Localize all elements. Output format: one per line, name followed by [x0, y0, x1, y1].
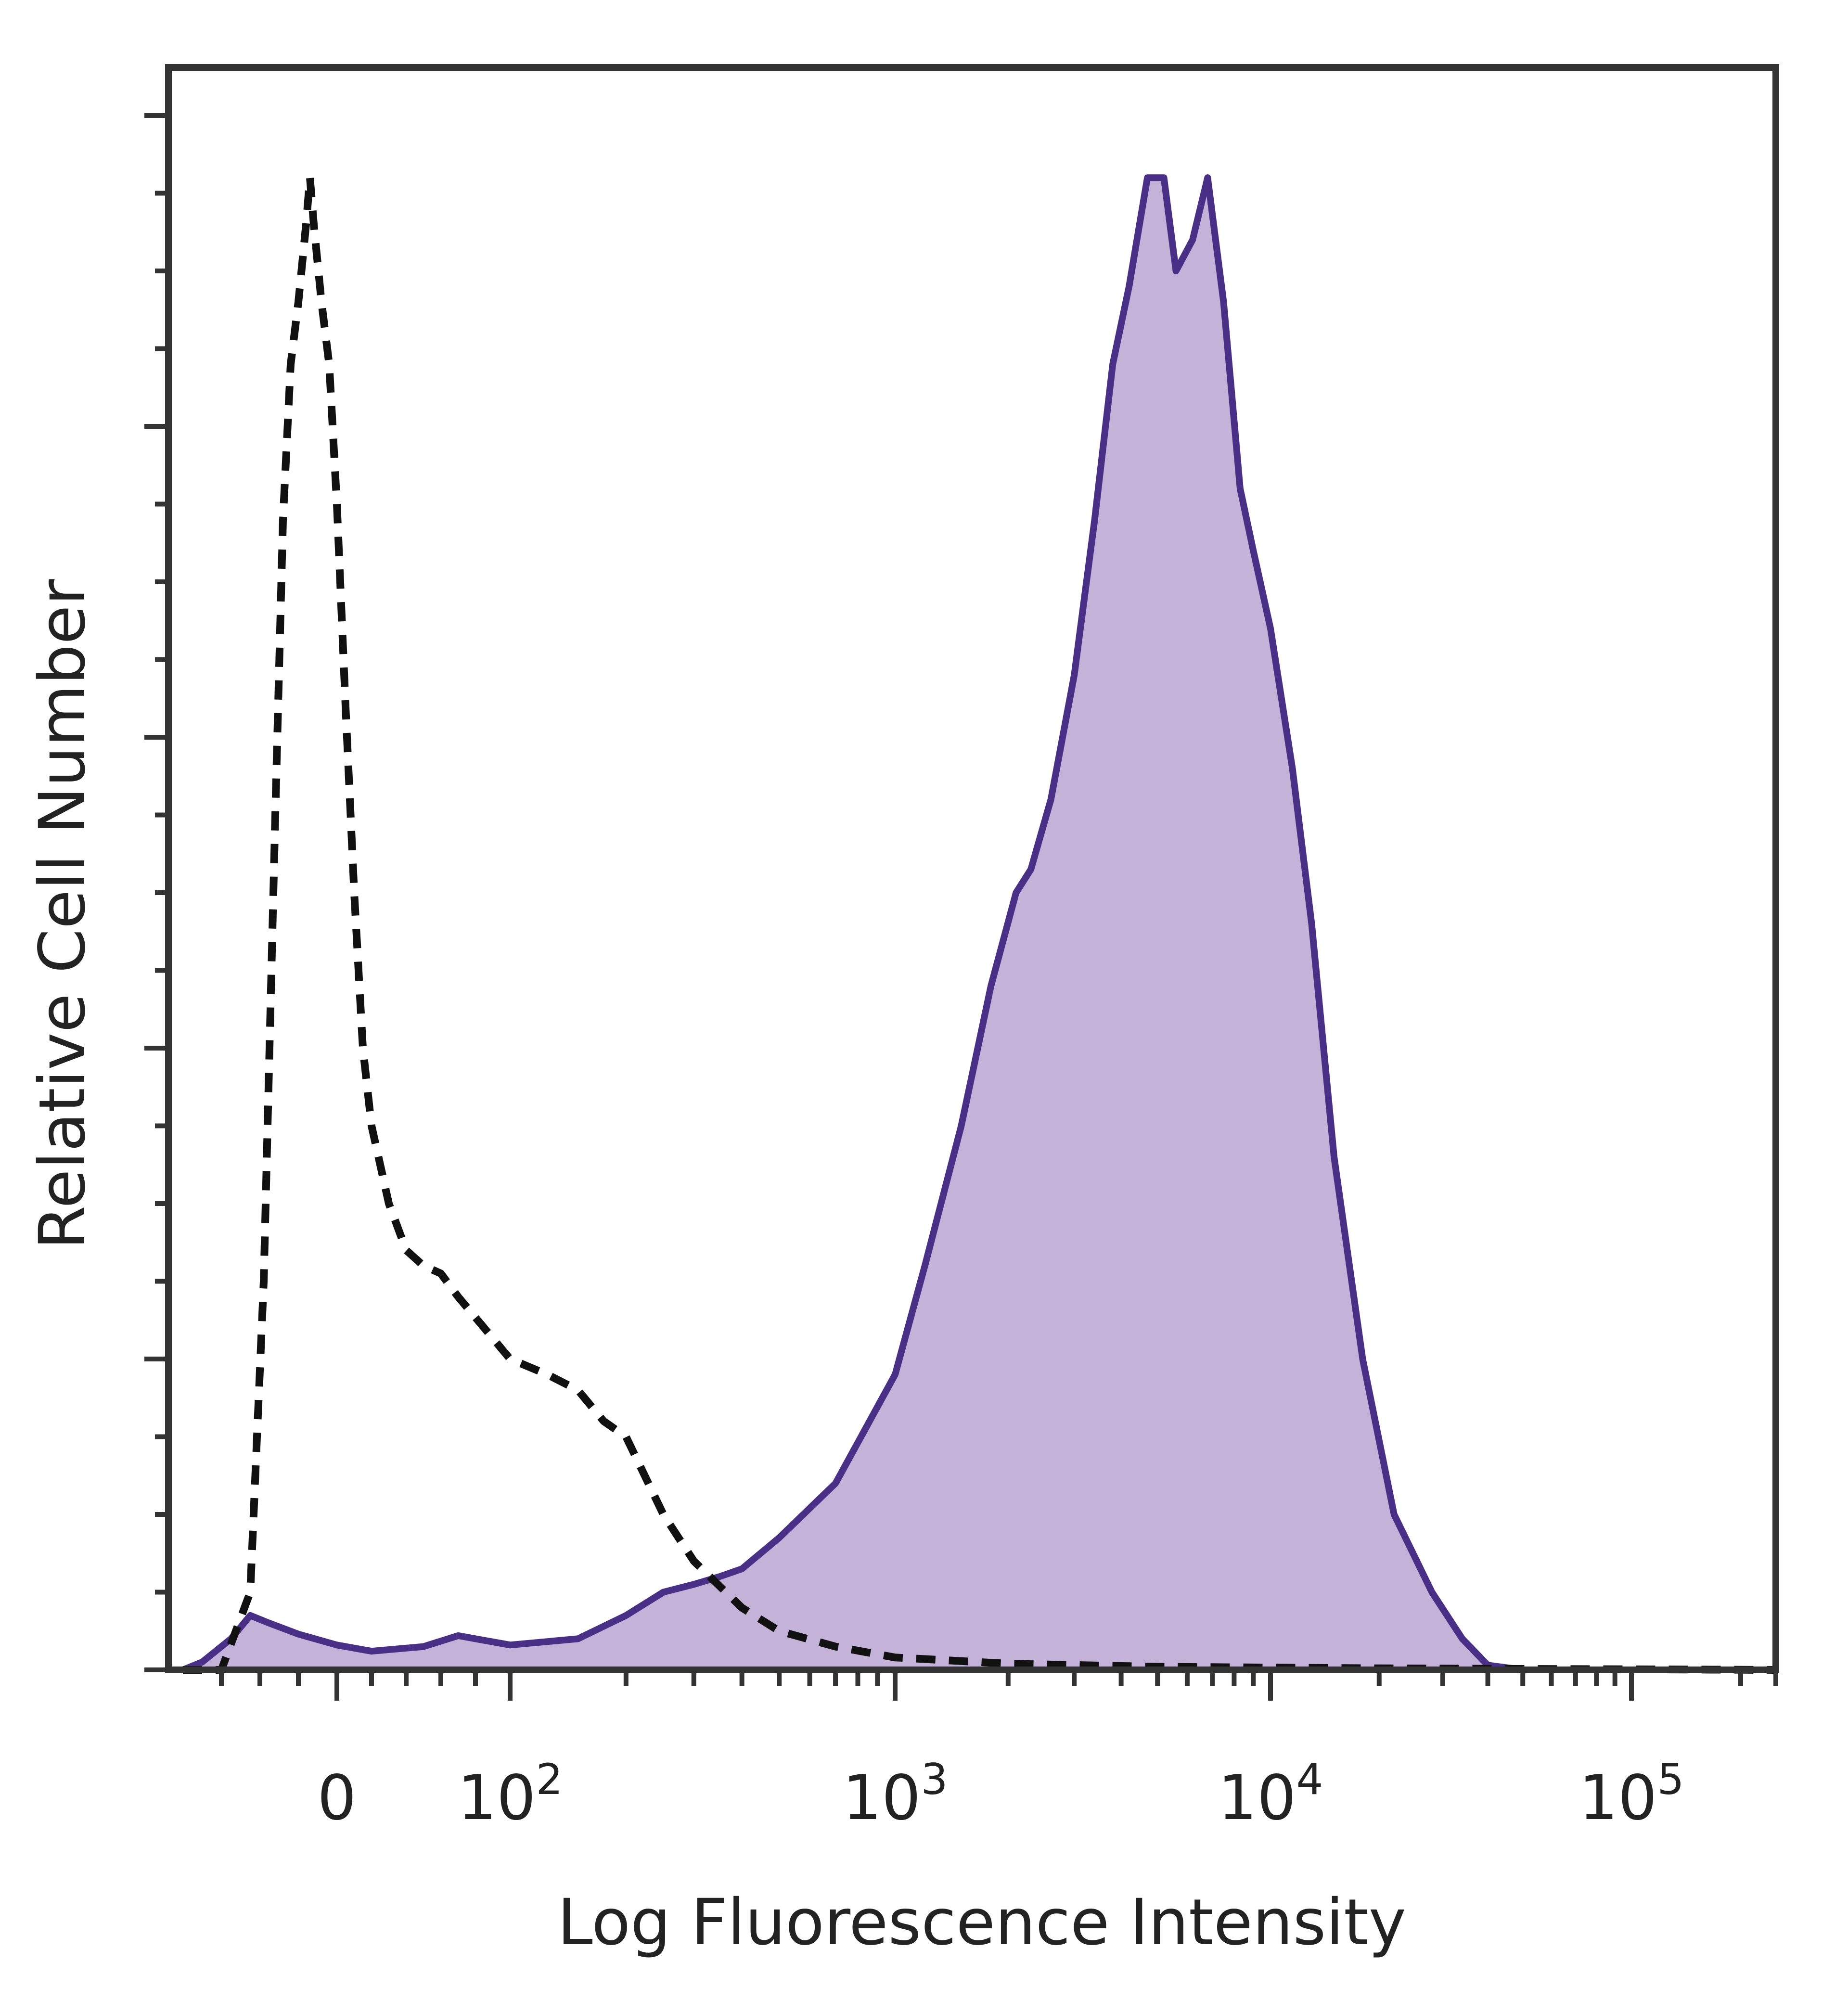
x-axis-ticks	[219, 1670, 1778, 1701]
x-tick-label: 102	[458, 1755, 563, 1834]
series-layer	[181, 174, 1776, 1674]
x-tick-label-base: 0	[317, 1762, 356, 1834]
x-tick-label-exponent: 2	[536, 1755, 563, 1804]
series-1-line	[181, 174, 1776, 1673]
x-tick-label: 103	[843, 1755, 948, 1834]
x-tick-label: 105	[1579, 1755, 1684, 1834]
plot-frame	[165, 64, 1779, 1673]
x-tick-label: 0	[317, 1762, 356, 1834]
x-tick-label-base: 10	[458, 1762, 536, 1834]
y-axis-ticks	[144, 113, 168, 1672]
x-tick-label-base: 10	[843, 1762, 921, 1834]
series-1-area	[183, 178, 1776, 1670]
x-tick-label-base: 10	[1579, 1762, 1657, 1834]
x-tick-label: 104	[1218, 1755, 1323, 1834]
series-0-line	[183, 174, 1776, 1674]
x-tick-label-exponent: 4	[1296, 1755, 1323, 1804]
y-axis-title: Relative Cell Number	[26, 579, 100, 1250]
x-axis-title: Log Fluorescence Intensity	[557, 1885, 1406, 1960]
x-axis-tick-labels: 0 102 103 104 105	[317, 1755, 1684, 1834]
x-tick-label-base: 10	[1218, 1762, 1296, 1834]
x-tick-label-exponent: 5	[1657, 1755, 1684, 1804]
x-tick-label-exponent: 3	[921, 1755, 948, 1804]
